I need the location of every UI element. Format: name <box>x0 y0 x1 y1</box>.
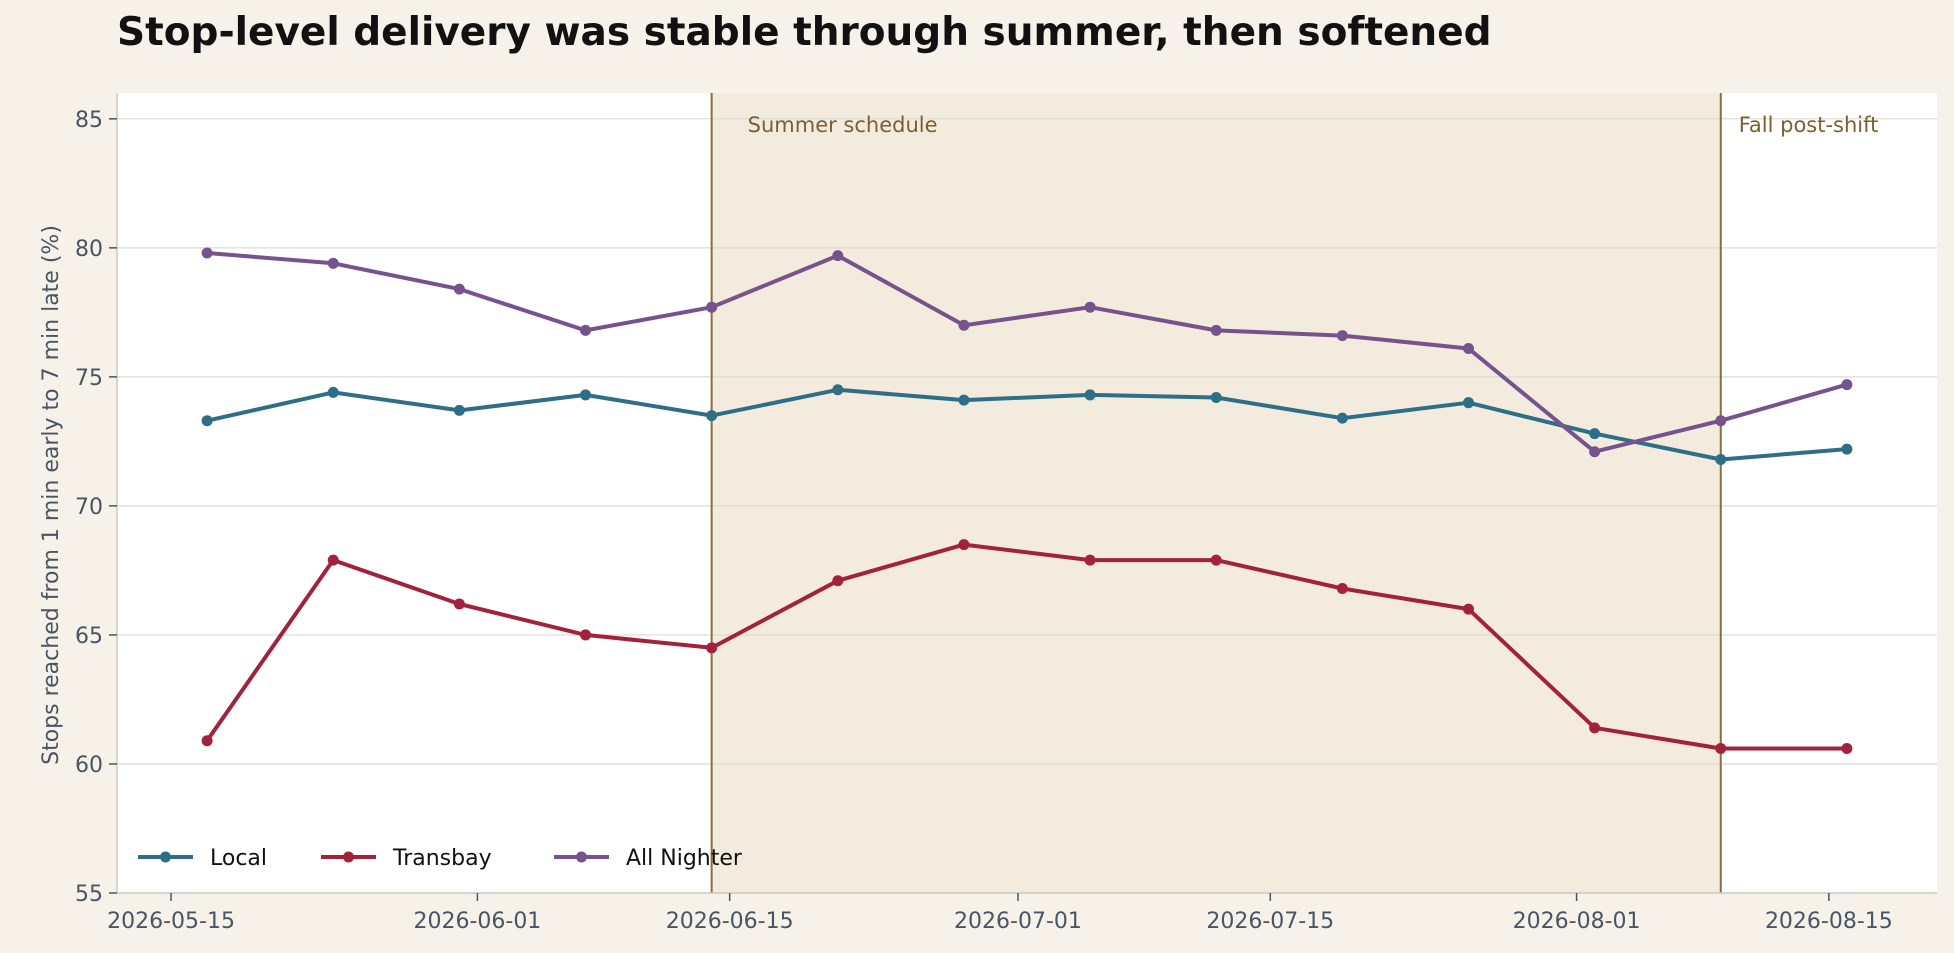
legend-marker <box>576 851 587 863</box>
data-point-all-nighter <box>958 319 970 331</box>
data-point-all-nighter <box>453 283 465 295</box>
data-point-all-nighter <box>1084 301 1096 313</box>
data-point-local <box>1841 443 1853 455</box>
data-point-local <box>1210 392 1222 404</box>
y-tick-label: 55 <box>75 882 103 907</box>
data-point-all-nighter <box>1715 415 1727 427</box>
data-point-local <box>1336 412 1348 424</box>
data-point-local <box>1084 389 1096 401</box>
summer-schedule-band <box>711 93 1721 893</box>
data-point-local <box>1715 453 1727 465</box>
data-point-transbay <box>706 642 718 654</box>
data-point-local <box>832 384 844 396</box>
legend-marker <box>160 851 171 863</box>
legend-item-transbay: Transbay <box>321 846 492 871</box>
x-tick-label: 2026-05-15 <box>107 909 235 934</box>
data-point-transbay <box>327 554 339 566</box>
y-tick-label: 80 <box>75 237 103 262</box>
data-point-transbay <box>1841 742 1853 754</box>
x-tick-label: 2026-06-01 <box>413 909 541 934</box>
legend-label: Local <box>210 846 267 871</box>
data-point-transbay <box>832 575 844 587</box>
data-point-transbay <box>580 629 592 641</box>
data-point-local <box>706 410 718 422</box>
y-tick-label: 70 <box>75 495 103 520</box>
data-point-transbay <box>453 598 465 610</box>
y-tick-label: 85 <box>75 108 103 133</box>
data-point-local <box>327 386 339 398</box>
x-tick-label: 2026-08-15 <box>1765 909 1893 934</box>
y-tick-label: 75 <box>75 366 103 391</box>
y-axis-label: Stops reached from 1 min early to 7 min … <box>39 225 64 765</box>
data-point-all-nighter <box>327 257 339 269</box>
data-point-all-nighter <box>1589 446 1601 458</box>
legend-item-all-nighter: All Nighter <box>554 846 743 871</box>
series-line-local <box>206 387 1848 462</box>
legend-marker <box>343 851 354 863</box>
data-point-all-nighter <box>580 324 592 336</box>
x-tick-label: 2026-07-15 <box>1206 909 1334 934</box>
data-point-transbay <box>1084 554 1096 566</box>
data-point-transbay <box>1589 722 1601 734</box>
data-point-transbay <box>1715 742 1727 754</box>
data-point-local <box>201 415 213 427</box>
data-point-local <box>1462 397 1474 409</box>
data-point-transbay <box>958 539 970 551</box>
legend-label: All Nighter <box>626 846 743 871</box>
data-point-all-nighter <box>1841 379 1853 391</box>
series-line-all-nighter <box>206 251 1848 454</box>
data-point-local <box>958 394 970 406</box>
data-point-transbay <box>1210 554 1222 566</box>
fall-shift-label: Fall post-shift <box>1739 113 1879 137</box>
data-point-all-nighter <box>1462 342 1474 354</box>
data-point-local <box>453 404 465 416</box>
legend-label: Transbay <box>392 846 492 871</box>
data-point-transbay <box>201 735 213 747</box>
data-point-all-nighter <box>201 247 213 259</box>
series-line-transbay <box>205 542 1847 751</box>
data-point-all-nighter <box>1336 330 1348 342</box>
data-point-local <box>1589 428 1601 440</box>
data-point-transbay <box>1462 603 1474 615</box>
chart-title: Stop-level delivery was stable through s… <box>117 10 1492 55</box>
data-point-all-nighter <box>706 301 718 313</box>
data-point-all-nighter <box>1210 324 1222 336</box>
x-tick-label: 2026-08-01 <box>1513 909 1641 934</box>
data-point-local <box>580 389 592 401</box>
data-point-transbay <box>1336 582 1348 594</box>
legend-item-local: Local <box>138 846 267 871</box>
band-label: Summer schedule <box>748 113 938 137</box>
y-tick-label: 65 <box>75 624 103 649</box>
y-tick-label: 60 <box>75 753 103 778</box>
data-point-all-nighter <box>832 250 844 262</box>
x-tick-label: 2026-06-15 <box>666 909 794 934</box>
x-tick-label: 2026-07-01 <box>954 909 1082 934</box>
